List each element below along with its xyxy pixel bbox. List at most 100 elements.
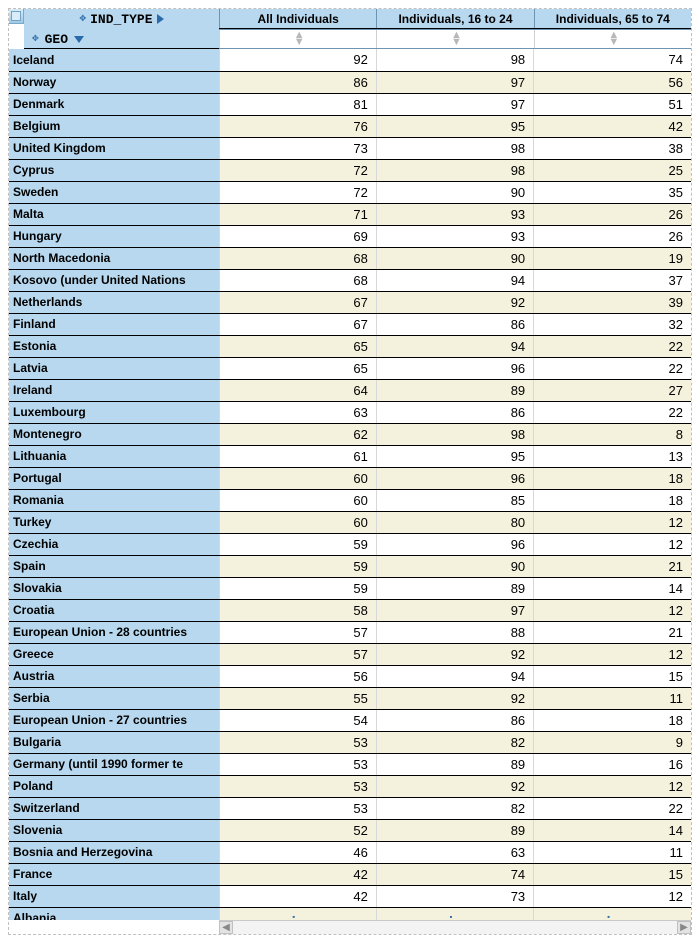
row-header[interactable]: Iceland [9,49,219,71]
cell-value[interactable]: 86 [219,71,376,93]
column-header[interactable]: Individuals, 16 to 24 [376,9,533,28]
cell-value[interactable]: 22 [534,797,691,819]
cell-value[interactable]: 63 [376,841,533,863]
cell-value[interactable]: 54 [219,709,376,731]
row-header[interactable]: Serbia [9,687,219,709]
cell-value[interactable]: 71 [219,203,376,225]
cell-value[interactable]: 8 [534,423,691,445]
cell-value[interactable]: 62 [219,423,376,445]
cell-value[interactable]: 69 [219,225,376,247]
row-header[interactable]: Bulgaria [9,731,219,753]
cell-missing[interactable]: : [376,907,533,920]
row-header[interactable]: European Union - 27 countries [9,709,219,731]
cell-value[interactable]: 12 [534,775,691,797]
row-header[interactable]: Portugal [9,467,219,489]
cell-value[interactable]: 15 [534,863,691,885]
column-header[interactable]: All Individuals [219,9,376,28]
row-header[interactable]: Lithuania [9,445,219,467]
row-header[interactable]: Slovenia [9,819,219,841]
cell-value[interactable]: 82 [376,731,533,753]
row-header[interactable]: Estonia [9,335,219,357]
cell-value[interactable]: 22 [534,401,691,423]
cell-value[interactable]: 14 [534,819,691,841]
scroll-left-icon[interactable]: ◀ [219,921,233,934]
row-header[interactable]: Sweden [9,181,219,203]
row-header[interactable]: Bosnia and Herzegovina [9,841,219,863]
row-header[interactable]: Norway [9,71,219,93]
cell-value[interactable]: 37 [534,269,691,291]
cell-value[interactable]: 12 [534,511,691,533]
cell-value[interactable]: 68 [219,247,376,269]
grid-corner-icon[interactable] [9,9,24,24]
cell-missing[interactable]: : [219,907,376,920]
cell-value[interactable]: 80 [376,511,533,533]
cell-value[interactable]: 98 [376,423,533,445]
cell-value[interactable]: 39 [534,291,691,313]
cell-value[interactable]: 90 [376,247,533,269]
cell-value[interactable]: 74 [376,863,533,885]
cell-value[interactable]: 55 [219,687,376,709]
cell-value[interactable]: 15 [534,665,691,687]
cell-value[interactable]: 65 [219,335,376,357]
cell-value[interactable]: 60 [219,489,376,511]
row-header[interactable]: Austria [9,665,219,687]
cell-value[interactable]: 76 [219,115,376,137]
cell-value[interactable]: 60 [219,467,376,489]
cell-value[interactable]: 72 [219,181,376,203]
row-header[interactable]: Belgium [9,115,219,137]
cell-value[interactable]: 25 [534,159,691,181]
row-header[interactable]: Cyprus [9,159,219,181]
row-header[interactable]: Malta [9,203,219,225]
cell-value[interactable]: 65 [219,357,376,379]
cell-value[interactable]: 21 [534,555,691,577]
horizontal-scrollbar[interactable]: ◀ ▶ [219,920,691,934]
sort-toggle[interactable]: ▲▼ [534,30,691,48]
row-header[interactable]: Denmark [9,93,219,115]
cell-value[interactable]: 22 [534,335,691,357]
cell-value[interactable]: 22 [534,357,691,379]
row-header[interactable]: Spain [9,555,219,577]
cell-value[interactable]: 57 [219,643,376,665]
row-header[interactable]: United Kingdom [9,137,219,159]
cell-value[interactable]: 42 [219,863,376,885]
cell-value[interactable]: 59 [219,555,376,577]
cell-value[interactable]: 89 [376,379,533,401]
cell-value[interactable]: 27 [534,379,691,401]
cell-value[interactable]: 51 [534,93,691,115]
cell-value[interactable]: 93 [376,225,533,247]
row-header[interactable]: France [9,863,219,885]
row-header[interactable]: Slovakia [9,577,219,599]
cell-value[interactable]: 89 [376,819,533,841]
cell-value[interactable]: 56 [534,71,691,93]
dimension-geo[interactable]: ✥ GEO [24,29,219,49]
cell-value[interactable]: 68 [219,269,376,291]
row-header[interactable]: Kosovo (under United Nations [9,269,219,291]
row-header[interactable]: Germany (until 1990 former te [9,753,219,775]
cell-value[interactable]: 11 [534,687,691,709]
row-header[interactable]: Croatia [9,599,219,621]
row-header[interactable]: Finland [9,313,219,335]
cell-value[interactable]: 26 [534,203,691,225]
cell-value[interactable]: 97 [376,599,533,621]
cell-value[interactable]: 53 [219,797,376,819]
cell-value[interactable]: 21 [534,621,691,643]
cell-value[interactable]: 95 [376,445,533,467]
cell-value[interactable]: 64 [219,379,376,401]
cell-value[interactable]: 53 [219,753,376,775]
cell-value[interactable]: 86 [376,401,533,423]
cell-value[interactable]: 92 [376,687,533,709]
cell-value[interactable]: 18 [534,467,691,489]
row-header[interactable]: Czechia [9,533,219,555]
row-header[interactable]: Greece [9,643,219,665]
cell-value[interactable]: 94 [376,269,533,291]
cell-value[interactable]: 88 [376,621,533,643]
cell-value[interactable]: 19 [534,247,691,269]
column-header[interactable]: Individuals, 65 to 74 [534,9,691,28]
cell-value[interactable]: 59 [219,533,376,555]
row-header[interactable]: Romania [9,489,219,511]
cell-value[interactable]: 92 [376,775,533,797]
cell-value[interactable]: 12 [534,643,691,665]
cell-value[interactable]: 90 [376,555,533,577]
scroll-right-icon[interactable]: ▶ [677,921,691,934]
cell-value[interactable]: 92 [376,643,533,665]
